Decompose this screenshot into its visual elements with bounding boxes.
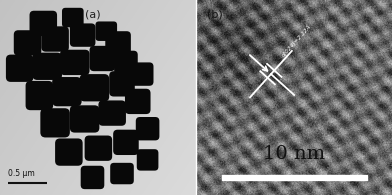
FancyBboxPatch shape: [85, 136, 112, 161]
FancyBboxPatch shape: [125, 89, 151, 114]
Text: (a): (a): [85, 10, 100, 20]
FancyBboxPatch shape: [110, 163, 134, 184]
Text: d(024)=2.22Å: d(024)=2.22Å: [281, 24, 313, 58]
FancyBboxPatch shape: [60, 50, 89, 75]
FancyBboxPatch shape: [55, 138, 83, 166]
FancyBboxPatch shape: [98, 100, 126, 126]
FancyBboxPatch shape: [33, 53, 62, 80]
FancyBboxPatch shape: [70, 23, 95, 47]
FancyBboxPatch shape: [41, 26, 69, 52]
FancyBboxPatch shape: [62, 8, 83, 27]
FancyBboxPatch shape: [105, 31, 131, 55]
Bar: [222, 175, 367, 180]
FancyBboxPatch shape: [40, 108, 70, 137]
FancyBboxPatch shape: [137, 149, 158, 171]
FancyBboxPatch shape: [114, 51, 138, 74]
FancyBboxPatch shape: [52, 77, 82, 106]
FancyBboxPatch shape: [14, 30, 41, 56]
FancyBboxPatch shape: [29, 11, 57, 36]
Text: 0.5 μm: 0.5 μm: [8, 169, 34, 178]
FancyBboxPatch shape: [95, 21, 117, 41]
FancyBboxPatch shape: [81, 166, 104, 189]
FancyBboxPatch shape: [113, 130, 139, 155]
FancyBboxPatch shape: [130, 62, 154, 86]
FancyBboxPatch shape: [6, 55, 33, 82]
Text: (b): (b): [207, 10, 222, 20]
FancyBboxPatch shape: [136, 117, 160, 140]
FancyBboxPatch shape: [25, 81, 53, 110]
FancyBboxPatch shape: [89, 46, 115, 71]
FancyBboxPatch shape: [80, 74, 109, 101]
FancyBboxPatch shape: [109, 71, 135, 97]
Text: 10 nm: 10 nm: [263, 145, 325, 163]
FancyBboxPatch shape: [70, 105, 100, 133]
